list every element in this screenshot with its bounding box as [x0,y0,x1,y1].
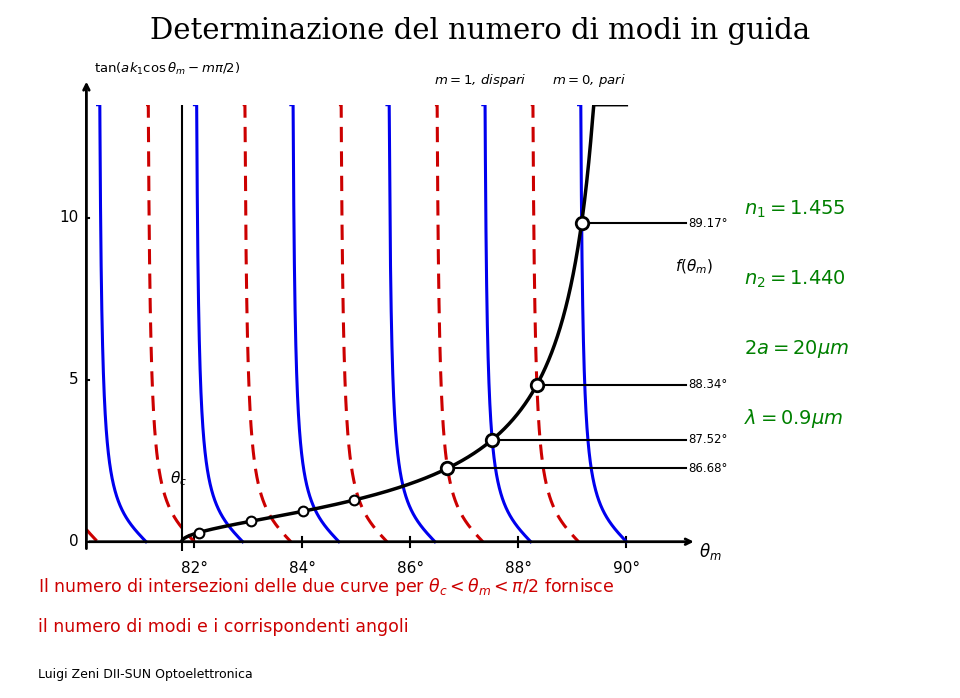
Text: $m = 0$, pari: $m = 0$, pari [552,71,625,89]
Text: 10: 10 [60,211,79,225]
Text: Il numero di intersezioni delle due curve per $\theta_c< \theta_m< \pi/2$ fornis: Il numero di intersezioni delle due curv… [38,576,614,598]
Text: $\theta_c$: $\theta_c$ [170,470,187,488]
Text: Luigi Zeni DII-SUN Optoelettronica: Luigi Zeni DII-SUN Optoelettronica [38,667,253,681]
Text: 88.34°: 88.34° [688,378,728,392]
Text: 86°: 86° [396,561,424,576]
Text: 84°: 84° [289,561,316,576]
Text: Determinazione del numero di modi in guida: Determinazione del numero di modi in gui… [150,17,810,45]
Text: 82°: 82° [180,561,208,576]
Text: 0: 0 [69,534,79,549]
Text: $\tan(ak_1\cos\theta_m - m\pi/2)$: $\tan(ak_1\cos\theta_m - m\pi/2)$ [94,61,241,77]
Text: 89.17°: 89.17° [688,217,728,230]
Text: $\theta_m$: $\theta_m$ [699,541,722,562]
Text: 88°: 88° [505,561,532,576]
Text: $\lambda=0.9\mu m$: $\lambda=0.9\mu m$ [744,408,844,430]
Text: $n_1=1.455$: $n_1=1.455$ [744,199,846,220]
Text: $2a=20\mu m$: $2a=20\mu m$ [744,338,850,360]
Text: il numero di modi e i corrispondenti angoli: il numero di modi e i corrispondenti ang… [38,618,409,636]
Text: 5: 5 [69,372,79,387]
Text: 90°: 90° [612,561,640,576]
Text: $m = 1$, dispari: $m = 1$, dispari [434,71,527,89]
Text: $n_2=1.440$: $n_2=1.440$ [744,269,846,290]
Text: 86.68°: 86.68° [688,462,728,475]
Text: $f(\theta_m)$: $f(\theta_m)$ [675,258,713,276]
Text: 87.52°: 87.52° [688,433,728,446]
